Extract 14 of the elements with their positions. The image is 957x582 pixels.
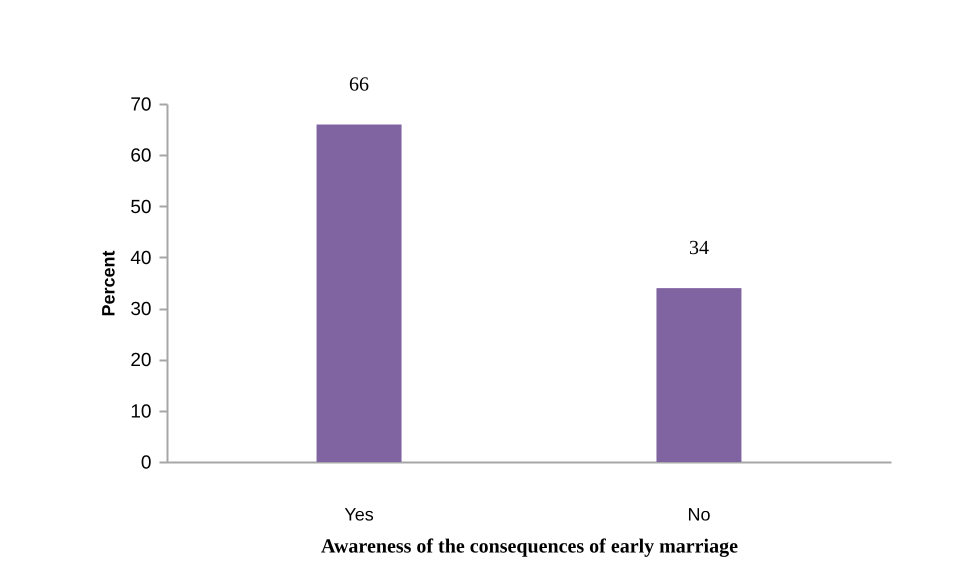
- y-tick-label: 30: [130, 299, 152, 320]
- x-tick-label: Yes: [344, 504, 374, 524]
- y-tick-label: 60: [130, 146, 152, 167]
- y-tick-label: 0: [140, 452, 152, 474]
- data-label: 34: [688, 237, 709, 260]
- y-tick-label: 50: [130, 196, 152, 218]
- x-axis-title: Awareness of the consequences of early marriage: [321, 536, 738, 558]
- y-tick-label: 10: [130, 401, 152, 422]
- x-tick-label: No: [687, 504, 710, 524]
- y-axis-title: Percent: [98, 250, 118, 317]
- y-tick-label: 40: [130, 248, 152, 269]
- y-tick-label: 20: [130, 350, 152, 372]
- data-label: 66: [349, 73, 370, 96]
- y-tick-label: 70: [130, 94, 152, 116]
